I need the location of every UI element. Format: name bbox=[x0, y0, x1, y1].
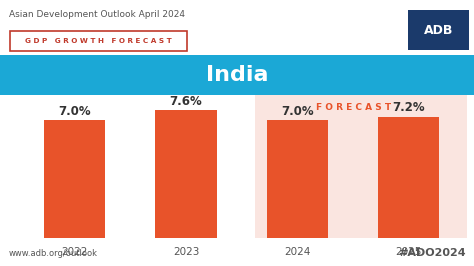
Text: G D P   G R O W T H   F O R E C A S T: G D P G R O W T H F O R E C A S T bbox=[25, 38, 172, 44]
Text: 2022: 2022 bbox=[62, 247, 88, 257]
Text: 7.0%: 7.0% bbox=[58, 105, 91, 118]
Text: #ADO2024: #ADO2024 bbox=[398, 248, 465, 258]
Bar bbox=[155, 110, 217, 238]
Text: 2023: 2023 bbox=[173, 247, 199, 257]
Text: 7.0%: 7.0% bbox=[281, 105, 314, 118]
Text: 2024: 2024 bbox=[284, 247, 310, 257]
Text: www.adb.org/outlook: www.adb.org/outlook bbox=[9, 249, 98, 258]
Text: 2025: 2025 bbox=[396, 247, 422, 257]
Text: ADB: ADB bbox=[424, 23, 453, 36]
Text: 7.6%: 7.6% bbox=[170, 95, 202, 108]
Bar bbox=[378, 117, 439, 238]
Bar bbox=[267, 120, 328, 238]
Bar bbox=[255, 95, 467, 238]
Text: Asian Development Outlook April 2024: Asian Development Outlook April 2024 bbox=[9, 10, 184, 19]
FancyBboxPatch shape bbox=[408, 10, 469, 50]
Text: F O R E C A S T: F O R E C A S T bbox=[316, 103, 391, 112]
Bar bbox=[44, 120, 105, 238]
Text: India: India bbox=[206, 65, 268, 85]
Text: 7.2%: 7.2% bbox=[392, 101, 425, 114]
